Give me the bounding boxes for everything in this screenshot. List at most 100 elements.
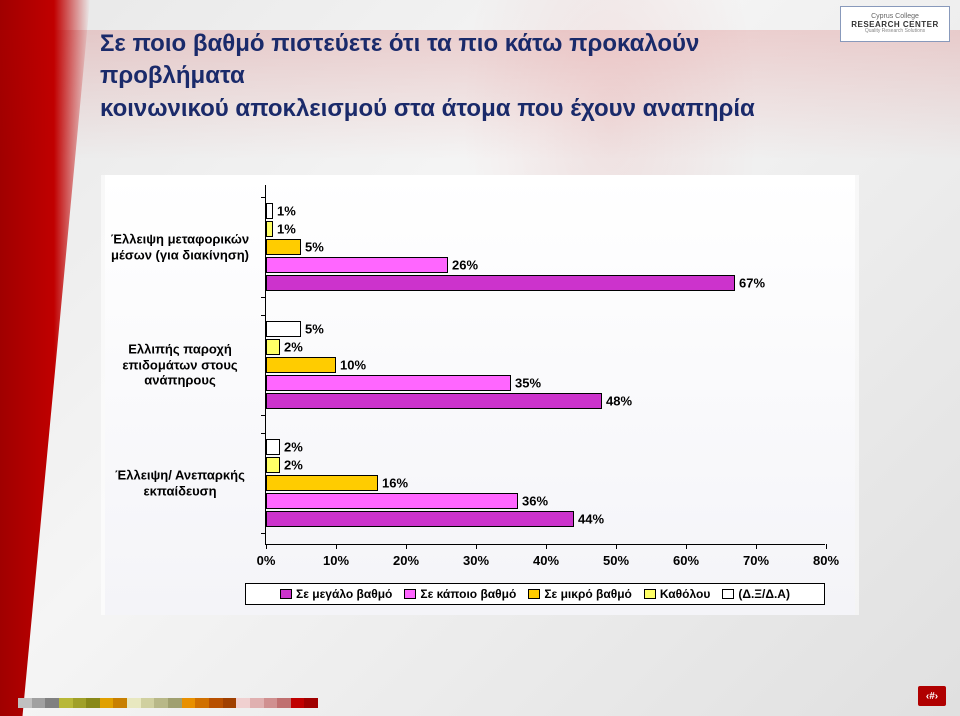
legend-item: (Δ.Ξ/Δ.Α) [722,587,790,601]
bar [266,221,273,237]
ruler-segment [154,698,168,708]
legend-label: Σε κάποιο βαθμό [420,587,516,601]
x-tick-label: 80% [813,553,839,568]
legend-swatch [644,589,656,599]
bar-value-label: 10% [340,358,366,373]
legend-label: Σε μεγάλο βαθμό [296,587,392,601]
ruler-segment [195,698,209,708]
x-tick [616,544,617,549]
legend-swatch [280,589,292,599]
legend-swatch [404,589,416,599]
ruler-segment [182,698,196,708]
ruler-segment [127,698,141,708]
x-tick-label: 20% [393,553,419,568]
bar-value-label: 67% [739,276,765,291]
bar [266,239,301,255]
slide-number: ‹#› [918,686,946,706]
x-tick-label: 50% [603,553,629,568]
legend-item: Καθόλου [644,587,710,601]
slide-title: Σε ποιο βαθμό πιστεύετε ότι τα πιο κάτω … [100,28,840,125]
ruler-segment [168,698,182,708]
bar-value-label: 44% [578,512,604,527]
ruler-segment [73,698,87,708]
bar-value-label: 48% [606,394,632,409]
bar [266,275,735,291]
ruler-segment [277,698,291,708]
x-tick-label: 70% [743,553,769,568]
x-tick-label: 60% [673,553,699,568]
bar [266,393,602,409]
ruler-segment [304,698,318,708]
ruler-segment [18,698,32,708]
legend-swatch [528,589,540,599]
ruler-segment [45,698,59,708]
legend-swatch [722,589,734,599]
ruler-segment [223,698,237,708]
ruler-segment [264,698,278,708]
bar [266,475,378,491]
bar [266,375,511,391]
title-line3: κοινωνικού αποκλεισμού στα άτομα που έχο… [100,93,840,125]
ruler-segment [86,698,100,708]
y-tick [261,415,266,416]
ruler-segment [100,698,114,708]
ruler-segment [59,698,73,708]
bar-value-label: 2% [284,440,303,455]
bar [266,439,280,455]
legend-item: Σε κάποιο βαθμό [404,587,516,601]
x-tick [476,544,477,549]
bar [266,321,301,337]
ruler-segment [32,698,46,708]
bar-value-label: 1% [277,204,296,219]
bar-value-label: 1% [277,222,296,237]
logo: Cyprus College RESEARCH CENTER Quality R… [840,6,950,42]
category-label: Έλλειψη μεταφορικών μέσων (για διακίνηση… [105,231,255,262]
bar [266,257,448,273]
bar [266,203,273,219]
bar-value-label: 2% [284,458,303,473]
x-tick [266,544,267,549]
chart-panel: 0% 10% 20% 30% 40% 50% 60% 70% 80% Έλλειψη μεταφο… [105,175,855,615]
ruler-segment [250,698,264,708]
logo-line3: Quality Research Solutions [865,29,925,35]
bar-value-label: 5% [305,322,324,337]
x-tick [686,544,687,549]
y-tick [261,315,266,316]
bar-value-label: 35% [515,376,541,391]
x-tick [546,544,547,549]
x-tick-label: 40% [533,553,559,568]
bar-value-label: 5% [305,240,324,255]
legend-item: Σε μικρό βαθμό [528,587,632,601]
bar [266,457,280,473]
x-tick-label: 10% [323,553,349,568]
bar [266,339,280,355]
bar [266,357,336,373]
legend: Σε μεγάλο βαθμό Σε κάποιο βαθμό Σε μικρό β… [245,583,825,605]
ruler-segment [236,698,250,708]
legend-label: (Δ.Ξ/Δ.Α) [738,587,790,601]
y-tick [261,197,266,198]
bar-value-label: 16% [382,476,408,491]
x-tick [406,544,407,549]
x-tick-label: 0% [257,553,276,568]
title-line2: προβλήματα [100,60,840,92]
y-tick [261,297,266,298]
decorative-ruler [18,698,318,708]
x-tick [756,544,757,549]
bar [266,511,574,527]
x-tick [336,544,337,549]
category-label: Ελλιπής παροχή επιδομάτων στους ανάπηρου… [105,342,255,389]
bar-value-label: 36% [522,494,548,509]
ruler-segment [291,698,305,708]
ruler-segment [113,698,127,708]
legend-label: Καθόλου [660,587,710,601]
y-tick [261,533,266,534]
y-tick [261,433,266,434]
x-tick-label: 30% [463,553,489,568]
bar-value-label: 2% [284,340,303,355]
category-label: Έλλειψη/ Ανεπαρκής εκπαίδευση [105,467,255,498]
bar-value-label: 26% [452,258,478,273]
legend-label: Σε μικρό βαθμό [544,587,632,601]
plot-area: 0%10%20%30%40%50%60%70%80%Έλλειψη μεταφο… [265,185,825,545]
ruler-segment [141,698,155,708]
